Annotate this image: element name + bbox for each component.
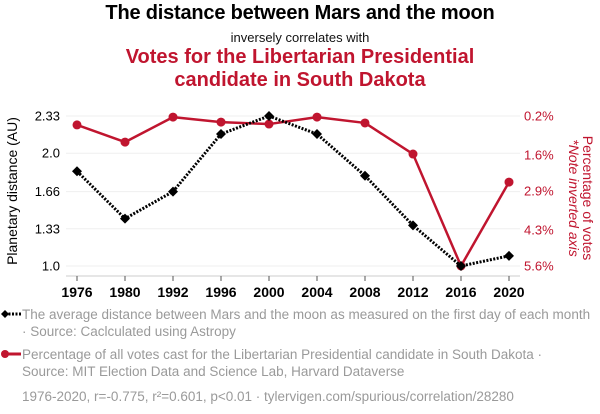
line-chart: 1976 1980 1992 1996 2000 2004 2008 2012 2016 2020… bbox=[4, 109, 596, 301]
legend-item-mars-moon: The average distance between Mars and th… bbox=[1, 306, 592, 340]
right-tick-label: 1.6% bbox=[524, 147, 554, 162]
chart-title-secondary: Votes for the Libertarian Presidential c… bbox=[0, 46, 600, 92]
right-tick-label: 4.3% bbox=[524, 222, 554, 237]
right-tick-label: 2.9% bbox=[524, 184, 554, 199]
data-point-mars-moon bbox=[360, 170, 370, 181]
data-point-mars-moon bbox=[168, 186, 178, 197]
data-point-libertarian bbox=[312, 112, 322, 122]
right-axis-label: Percentage of votes bbox=[580, 136, 596, 261]
chart-subtitle: inversely correlates with bbox=[230, 30, 370, 45]
right-axis-note: *Note inverted axis bbox=[566, 139, 582, 257]
data-point-libertarian bbox=[408, 149, 418, 159]
x-tick-label: 2000 bbox=[253, 284, 284, 300]
data-point-libertarian bbox=[120, 137, 130, 147]
data-point-mars-moon bbox=[120, 213, 130, 224]
data-point-libertarian bbox=[360, 118, 370, 128]
legend-item-libertarian: Percentage of all votes cast for the Lib… bbox=[1, 346, 592, 380]
x-tick-label: 1992 bbox=[157, 284, 188, 300]
data-point-mars-moon bbox=[504, 250, 514, 261]
left-tick-label: 1.33 bbox=[35, 221, 60, 236]
data-point-mars-moon bbox=[216, 129, 226, 140]
left-tick-label: 1.66 bbox=[35, 184, 60, 199]
x-tick-label: 1996 bbox=[205, 284, 236, 300]
legend-text-mars-moon: The average distance between Mars and th… bbox=[22, 307, 591, 339]
left-tick-label: 1.0 bbox=[42, 259, 60, 274]
x-tick-label: 2016 bbox=[445, 284, 476, 300]
series-mars-moon-distance bbox=[72, 111, 514, 271]
chart-title: The distance between Mars and the moon bbox=[105, 2, 495, 24]
gridlines bbox=[66, 115, 520, 267]
left-axis-ticks: 2.33 2.0 1.66 1.33 1.0 bbox=[35, 109, 60, 274]
data-point-libertarian bbox=[504, 177, 514, 187]
series-line-mars-moon bbox=[75, 114, 510, 268]
data-point-libertarian bbox=[72, 120, 82, 130]
data-point-libertarian bbox=[264, 119, 274, 129]
legend-text-libertarian: Percentage of all votes cast for the Lib… bbox=[22, 347, 543, 379]
correlation-footer: 1976-2020, r=-0.775, r²=0.601, p<0.01 · … bbox=[22, 389, 514, 404]
x-tick-label: 2020 bbox=[493, 284, 524, 300]
title2-line1: Votes for the Libertarian Presidential bbox=[125, 46, 475, 68]
data-point-libertarian bbox=[168, 112, 178, 122]
dotted-diamond-legend-icon bbox=[1, 310, 21, 318]
x-tick-label: 1980 bbox=[109, 284, 140, 300]
data-point-mars-moon bbox=[456, 261, 466, 271]
x-tick-label: 2012 bbox=[397, 284, 428, 300]
left-axis-label: Planetary distance (AU) bbox=[4, 117, 20, 265]
data-point-mars-moon bbox=[72, 166, 82, 177]
data-point-libertarian bbox=[216, 117, 226, 127]
series-line-libertarian bbox=[76, 115, 511, 268]
x-ticks: 1976 1980 1992 1996 2000 2004 2008 2012 2016 2020 bbox=[61, 276, 525, 300]
title2-line2: candidate in South Dakota bbox=[174, 69, 426, 91]
data-point-mars-moon bbox=[312, 129, 322, 140]
data-point-mars-moon bbox=[264, 111, 274, 121]
right-tick-label: 5.6% bbox=[524, 259, 554, 274]
left-tick-label: 2.33 bbox=[35, 109, 60, 124]
x-tick-label: 2004 bbox=[301, 284, 332, 300]
right-axis-ticks: 0.2% 1.6% 2.9% 4.3% 5.6% bbox=[524, 109, 554, 274]
x-tick-label: 2008 bbox=[349, 284, 380, 300]
data-point-mars-moon bbox=[408, 220, 418, 231]
right-tick-label: 0.2% bbox=[524, 109, 554, 124]
x-tick-label: 1976 bbox=[61, 284, 92, 300]
left-tick-label: 2.0 bbox=[42, 146, 60, 161]
red-circle-line-legend-icon bbox=[1, 350, 21, 358]
